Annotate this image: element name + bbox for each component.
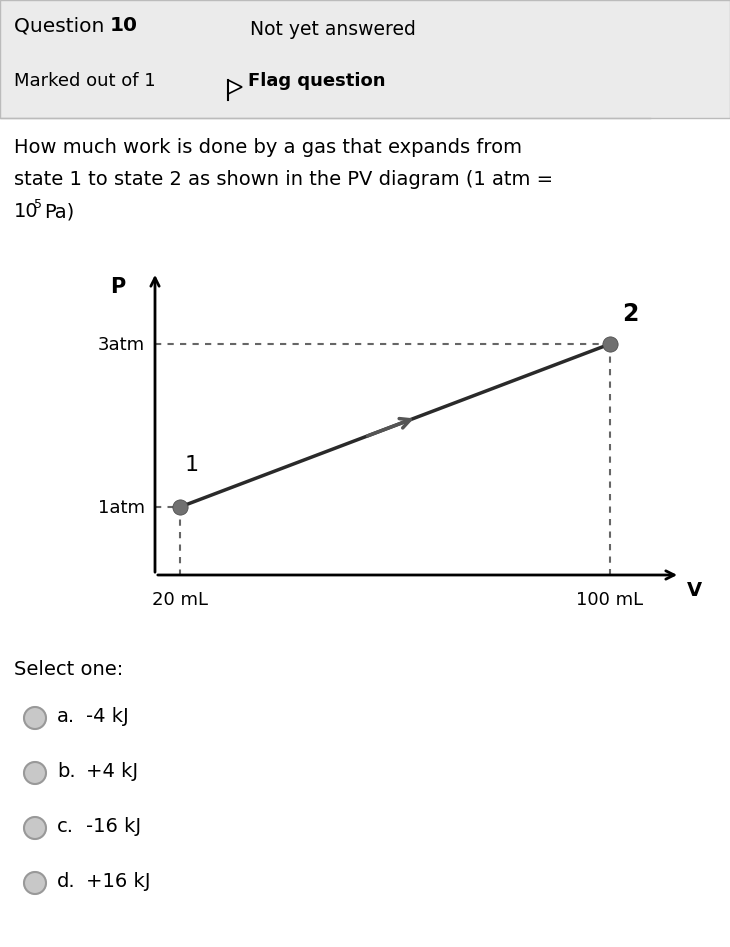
Text: 100 mL: 100 mL — [577, 591, 644, 609]
Text: 2: 2 — [622, 302, 638, 326]
Text: -4 kJ: -4 kJ — [86, 707, 128, 726]
Circle shape — [24, 872, 46, 894]
Text: 1: 1 — [185, 455, 199, 475]
Text: 1atm: 1atm — [98, 499, 145, 517]
Text: a.: a. — [57, 707, 75, 726]
Text: 3atm: 3atm — [98, 336, 145, 354]
Polygon shape — [228, 80, 242, 94]
Circle shape — [24, 707, 46, 729]
Text: +4 kJ: +4 kJ — [86, 762, 138, 781]
Bar — [0, 0, 730, 118]
Text: Not yet answered: Not yet answered — [250, 20, 416, 39]
Text: Select one:: Select one: — [14, 660, 123, 679]
Text: +16 kJ: +16 kJ — [86, 872, 150, 891]
Text: 5: 5 — [34, 198, 42, 211]
Text: How much work is done by a gas that expands from: How much work is done by a gas that expa… — [14, 138, 522, 157]
Text: V: V — [687, 581, 702, 600]
Text: state 1 to state 2 as shown in the PV diagram (1 atm =: state 1 to state 2 as shown in the PV di… — [14, 170, 553, 189]
Text: Question: Question — [14, 16, 111, 35]
Text: 20 mL: 20 mL — [152, 591, 208, 609]
Text: 10: 10 — [110, 16, 138, 35]
Circle shape — [24, 762, 46, 784]
Text: 10: 10 — [14, 202, 39, 221]
Text: Marked out of 1: Marked out of 1 — [14, 72, 155, 90]
Text: Flag question: Flag question — [248, 72, 385, 90]
Text: b.: b. — [57, 762, 76, 781]
Text: P: P — [110, 277, 126, 297]
Text: d.: d. — [57, 872, 76, 891]
Text: -16 kJ: -16 kJ — [86, 817, 141, 836]
Text: c.: c. — [57, 817, 74, 836]
Text: Pa): Pa) — [44, 202, 74, 221]
Circle shape — [24, 817, 46, 839]
